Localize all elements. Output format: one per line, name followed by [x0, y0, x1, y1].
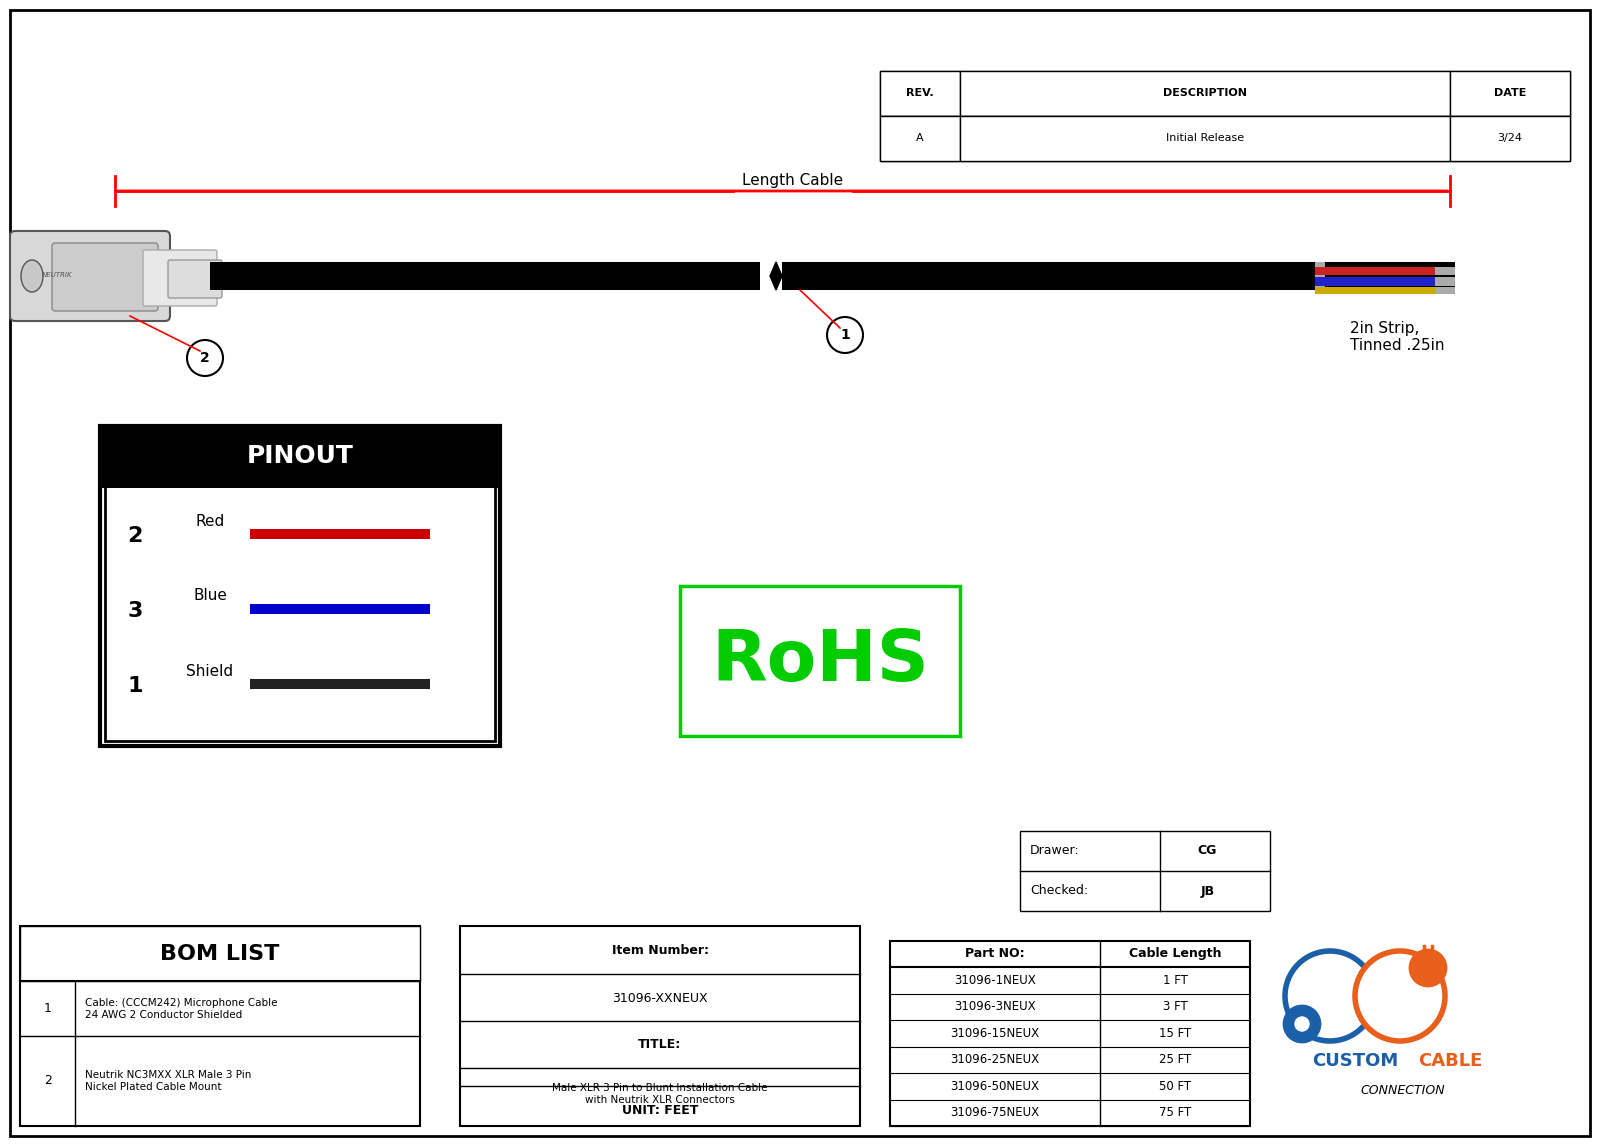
- Text: 1: 1: [840, 328, 850, 342]
- Bar: [19, 926, 419, 1127]
- Bar: [890, 941, 1250, 1127]
- Text: 1 FT: 1 FT: [1163, 974, 1187, 987]
- Text: DATE: DATE: [1494, 88, 1526, 99]
- Bar: [1315, 277, 1454, 285]
- Text: A: A: [917, 133, 923, 143]
- Text: Cable Length: Cable Length: [1128, 948, 1221, 960]
- Bar: [960, 116, 1450, 160]
- Text: Neutrik NC3MXX XLR Male 3 Pin
Nickel Plated Cable Mount: Neutrik NC3MXX XLR Male 3 Pin Nickel Pla…: [85, 1070, 251, 1092]
- Text: Part NO:: Part NO:: [965, 948, 1026, 960]
- Text: 50 FT: 50 FT: [1158, 1080, 1190, 1093]
- Bar: [680, 586, 960, 736]
- Text: Red: Red: [195, 513, 224, 528]
- Bar: [1450, 116, 1570, 160]
- Ellipse shape: [21, 260, 43, 292]
- Bar: [1435, 286, 1454, 295]
- Text: 31096-25NEUX: 31096-25NEUX: [950, 1053, 1040, 1066]
- Text: Shield: Shield: [187, 664, 234, 678]
- Circle shape: [1410, 950, 1446, 986]
- FancyBboxPatch shape: [142, 250, 218, 306]
- FancyBboxPatch shape: [10, 231, 170, 321]
- Text: JB: JB: [1200, 885, 1214, 897]
- Text: CUSTOM: CUSTOM: [1312, 1052, 1398, 1070]
- Text: 3/24: 3/24: [1498, 133, 1523, 143]
- Bar: [99, 426, 499, 746]
- Bar: [99, 426, 499, 486]
- Circle shape: [1355, 951, 1445, 1041]
- Polygon shape: [770, 262, 782, 290]
- Circle shape: [1285, 1006, 1320, 1042]
- Bar: [1435, 277, 1454, 285]
- Text: Male XLR 3 Pin to Blunt Installation Cable
with Neutrik XLR Connectors: Male XLR 3 Pin to Blunt Installation Cab…: [552, 1083, 768, 1105]
- Text: 25 FT: 25 FT: [1158, 1053, 1190, 1066]
- Text: 31096-3NEUX: 31096-3NEUX: [954, 1000, 1035, 1013]
- Text: 1: 1: [128, 676, 142, 696]
- Bar: [1315, 262, 1325, 290]
- Bar: [1450, 71, 1570, 116]
- Bar: [106, 486, 494, 741]
- Text: Length Cable: Length Cable: [742, 173, 843, 188]
- Bar: [880, 71, 960, 116]
- Circle shape: [1294, 1017, 1309, 1031]
- Text: 3: 3: [128, 601, 142, 621]
- Text: UNIT: FEET: UNIT: FEET: [622, 1105, 698, 1117]
- Text: Blue: Blue: [194, 589, 227, 604]
- Bar: [250, 604, 430, 614]
- Text: 31096-50NEUX: 31096-50NEUX: [950, 1080, 1040, 1093]
- Text: Cable: (CCCM242) Microphone Cable
24 AWG 2 Conductor Shielded: Cable: (CCCM242) Microphone Cable 24 AWG…: [85, 998, 277, 1020]
- Circle shape: [827, 317, 862, 353]
- Text: 2: 2: [45, 1075, 51, 1088]
- Bar: [210, 262, 760, 290]
- Bar: [1021, 831, 1270, 911]
- Bar: [250, 678, 430, 689]
- Bar: [880, 116, 1570, 160]
- Bar: [19, 926, 419, 981]
- Text: 15 FT: 15 FT: [1158, 1027, 1190, 1039]
- Circle shape: [187, 340, 222, 376]
- Bar: [960, 71, 1450, 116]
- Text: DESCRIPTION: DESCRIPTION: [1163, 88, 1246, 99]
- Text: BOM LIST: BOM LIST: [160, 944, 280, 964]
- Text: 31096-1NEUX: 31096-1NEUX: [954, 974, 1035, 987]
- Bar: [1435, 267, 1454, 275]
- Text: 31096-XXNEUX: 31096-XXNEUX: [613, 991, 707, 1005]
- Text: REV.: REV.: [906, 88, 934, 99]
- Text: Checked:: Checked:: [1030, 885, 1088, 897]
- Text: CABLE: CABLE: [1418, 1052, 1482, 1070]
- Text: 31096-75NEUX: 31096-75NEUX: [950, 1106, 1040, 1120]
- Bar: [880, 116, 960, 160]
- Circle shape: [1285, 951, 1374, 1041]
- Text: 75 FT: 75 FT: [1158, 1106, 1190, 1120]
- Text: CG: CG: [1198, 845, 1218, 857]
- FancyBboxPatch shape: [168, 260, 222, 298]
- Bar: [1315, 286, 1454, 295]
- Text: 2in Strip,
Tinned .25in: 2in Strip, Tinned .25in: [1350, 321, 1445, 353]
- Text: PINOUT: PINOUT: [246, 444, 354, 468]
- Text: 1: 1: [45, 1003, 51, 1015]
- Text: Initial Release: Initial Release: [1166, 133, 1245, 143]
- Text: 31096-15NEUX: 31096-15NEUX: [950, 1027, 1040, 1039]
- Text: TITLE:: TITLE:: [638, 1037, 682, 1051]
- Bar: [782, 262, 1454, 290]
- Text: Drawer:: Drawer:: [1030, 845, 1080, 857]
- Text: NEUTRIK: NEUTRIK: [42, 272, 72, 278]
- Bar: [880, 71, 1570, 116]
- FancyBboxPatch shape: [51, 243, 158, 311]
- Text: 2: 2: [128, 526, 142, 545]
- Bar: [461, 926, 861, 1127]
- Bar: [250, 529, 430, 539]
- Text: CONNECTION: CONNECTION: [1360, 1084, 1445, 1098]
- Text: Item Number:: Item Number:: [611, 944, 709, 958]
- Text: 3 FT: 3 FT: [1163, 1000, 1187, 1013]
- Text: RoHS: RoHS: [710, 627, 930, 696]
- Text: 2: 2: [200, 351, 210, 364]
- Bar: [1315, 267, 1454, 275]
